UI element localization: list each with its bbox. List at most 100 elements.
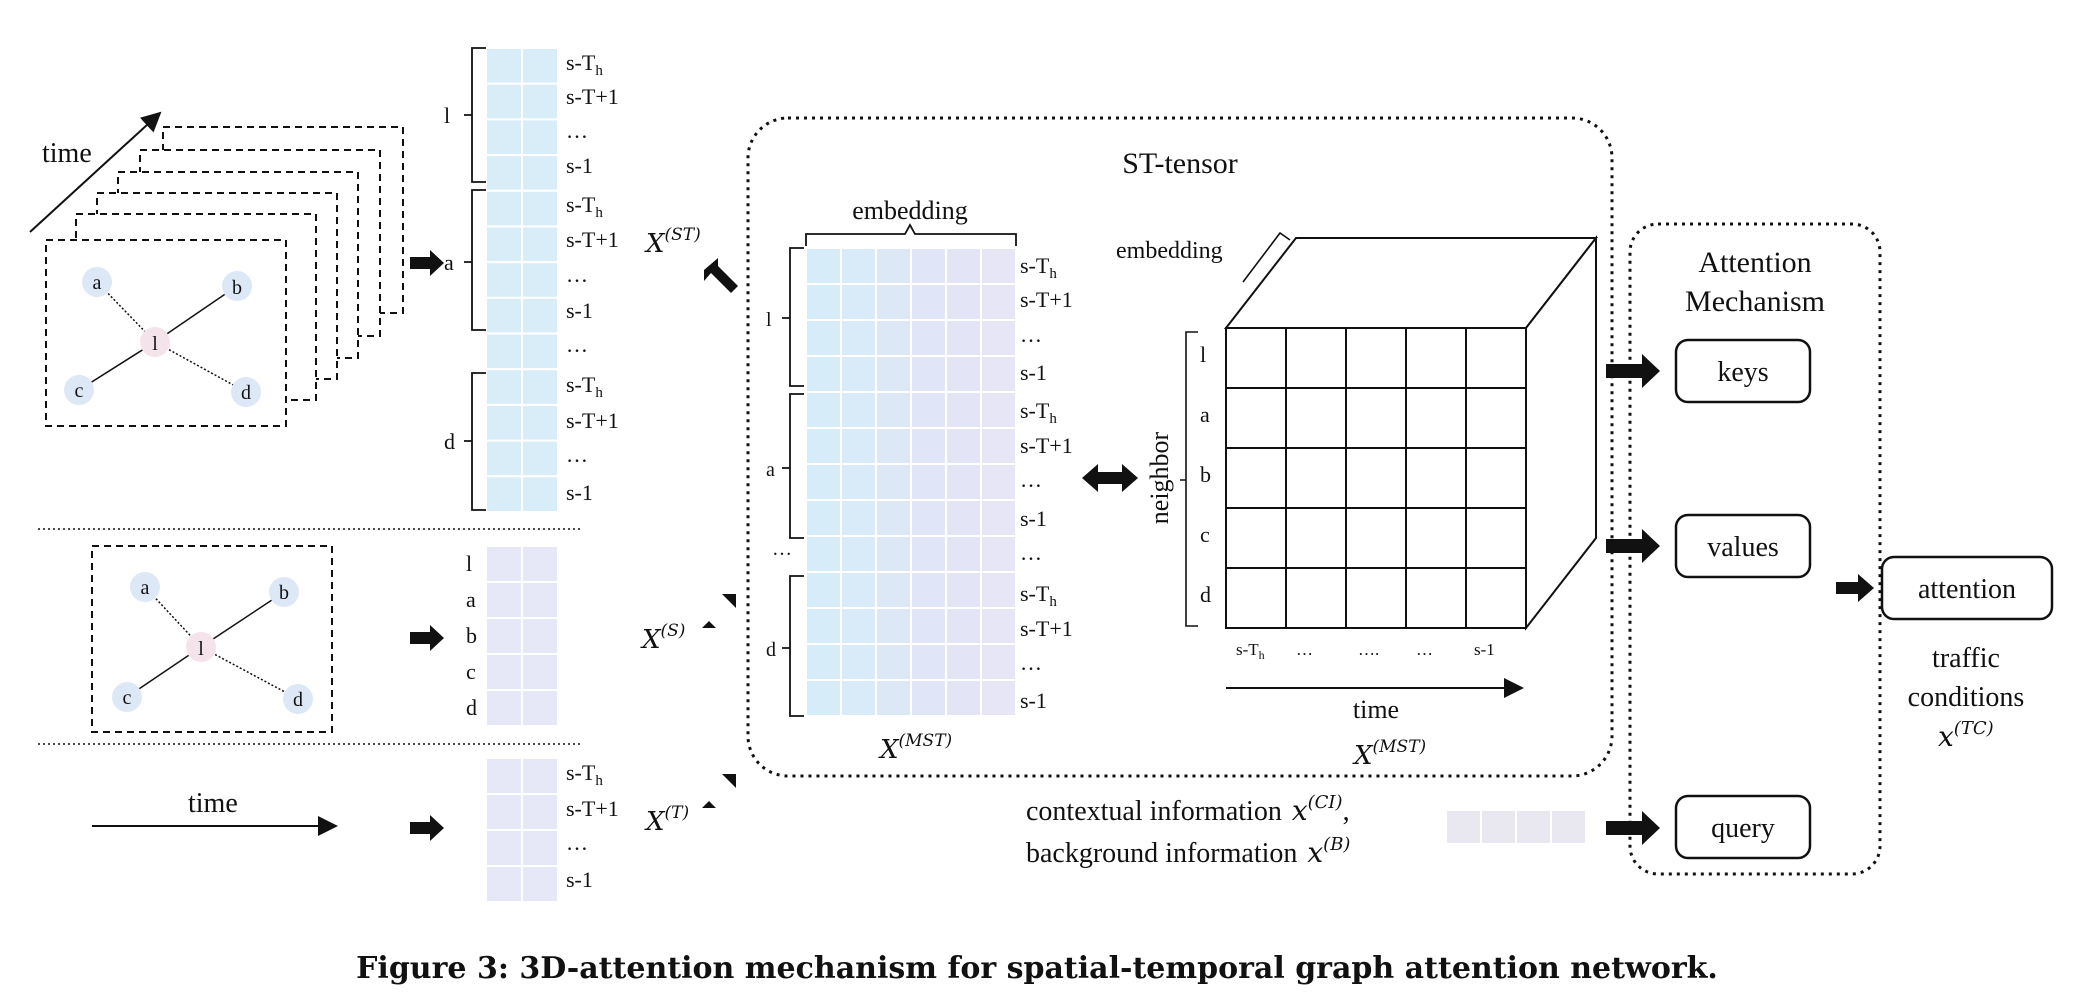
- cell: [910, 463, 947, 501]
- node: [231, 377, 261, 407]
- row-label: s-T+1: [1020, 433, 1073, 458]
- node-label: l: [152, 333, 158, 355]
- group-label: l: [444, 103, 450, 128]
- row-label: s-T+1: [566, 796, 619, 821]
- cell: [910, 643, 947, 681]
- cell: [980, 391, 1017, 429]
- cell: [980, 571, 1017, 609]
- cell: [485, 829, 523, 867]
- cell: [521, 332, 559, 371]
- mst-matrix-labels: s-Th s-T+1 … s-1 s-Th s-T+1 … s-1 … s-Th…: [1020, 253, 1073, 713]
- cell: [875, 499, 912, 537]
- st-column-brackets: [464, 47, 486, 511]
- tensor-cube: [1223, 235, 1599, 631]
- svg-text:s-T+1: s-T+1: [1020, 287, 1073, 312]
- cell: [485, 581, 523, 619]
- subscript: h: [595, 773, 603, 789]
- row-label: s-T+1: [1020, 287, 1073, 312]
- keys-box: [1674, 338, 1812, 404]
- cell: [485, 689, 523, 727]
- block-arrow: [702, 774, 736, 808]
- cell: [910, 319, 947, 357]
- cell: [485, 82, 523, 121]
- tick-label: ….: [1358, 640, 1379, 659]
- mst-matrix-label: X(MST): [878, 731, 952, 765]
- cell: [521, 545, 559, 583]
- cell: [521, 439, 559, 478]
- block-arrow: [410, 250, 444, 276]
- row-label: s-T: [566, 50, 596, 75]
- gap-ellipsis: …: [566, 332, 588, 357]
- cell: [840, 391, 877, 429]
- cell: [875, 607, 912, 645]
- cell: [805, 679, 842, 717]
- graph-top: l a b c d: [64, 267, 261, 407]
- row-label: l: [466, 551, 472, 576]
- tick-label: s-1: [1474, 640, 1495, 659]
- svg-text:s-T+1: s-T+1: [566, 408, 619, 433]
- cell: [945, 247, 982, 285]
- cell: [485, 653, 523, 691]
- row-label: s-1: [1020, 688, 1047, 713]
- subscript: h: [595, 385, 603, 401]
- block-arrow: [702, 594, 736, 628]
- node-label: d: [293, 689, 303, 711]
- group-label: a: [444, 250, 454, 275]
- row-label: …: [1020, 322, 1042, 347]
- row-label: s-1: [566, 867, 593, 892]
- cell: [805, 463, 842, 501]
- cell: [1445, 809, 1482, 845]
- spatial-column-label: X(S): [640, 621, 685, 655]
- row-label: …: [566, 118, 588, 143]
- cell: [485, 439, 523, 478]
- row-label: s-T: [1020, 253, 1050, 278]
- group-label: d: [444, 429, 455, 454]
- subscript: h: [595, 63, 603, 79]
- row-label: s-T+1: [566, 84, 619, 109]
- mst-matrix-brackets: [782, 247, 804, 717]
- query-label: query: [1711, 813, 1775, 844]
- cell: [805, 247, 842, 285]
- row-label: a: [1200, 402, 1210, 427]
- tick-label: …: [1416, 640, 1433, 659]
- cell: [521, 689, 559, 727]
- cell: [521, 368, 559, 406]
- time-axis-arrow: [29, 111, 162, 233]
- subscript: h: [1049, 411, 1057, 427]
- row-label: s-1: [1020, 506, 1047, 531]
- cube-grid: [1226, 328, 1526, 628]
- cell: [945, 607, 982, 645]
- row-label: d: [466, 695, 477, 720]
- cell: [875, 355, 912, 393]
- cell: [840, 247, 877, 285]
- cell: [875, 643, 912, 681]
- subscript: h: [595, 205, 603, 221]
- cell: [1480, 809, 1517, 845]
- neighbor-axis-label: neighbor: [1145, 431, 1174, 524]
- row-label: s-T+1: [566, 227, 619, 252]
- cell: [980, 247, 1017, 285]
- subscript: h: [1049, 266, 1057, 282]
- row-label: s-T+1: [566, 408, 619, 433]
- cell: [910, 607, 947, 645]
- cell: [980, 283, 1017, 321]
- temporal-column-labels: s-Th s-T+1 … s-1: [566, 760, 619, 892]
- cell: [910, 535, 947, 573]
- cell: [521, 403, 559, 442]
- row-label: a: [466, 587, 476, 612]
- cell: [840, 607, 877, 645]
- cell: [980, 607, 1017, 645]
- output-desc-line2: conditions: [1908, 682, 2025, 713]
- cell: [485, 332, 523, 371]
- cell: [945, 643, 982, 681]
- temporal-column: [485, 757, 559, 903]
- cell: [1550, 809, 1587, 845]
- node-label: c: [75, 380, 84, 402]
- block-arrow: [1606, 811, 1660, 845]
- row-label: c: [466, 659, 476, 684]
- row-label: …: [566, 442, 588, 467]
- row-label: s-1: [566, 480, 593, 505]
- matrix-embedding-label: embedding: [852, 196, 968, 225]
- cell: [945, 679, 982, 717]
- graph-spatial: l a b c d: [112, 572, 313, 714]
